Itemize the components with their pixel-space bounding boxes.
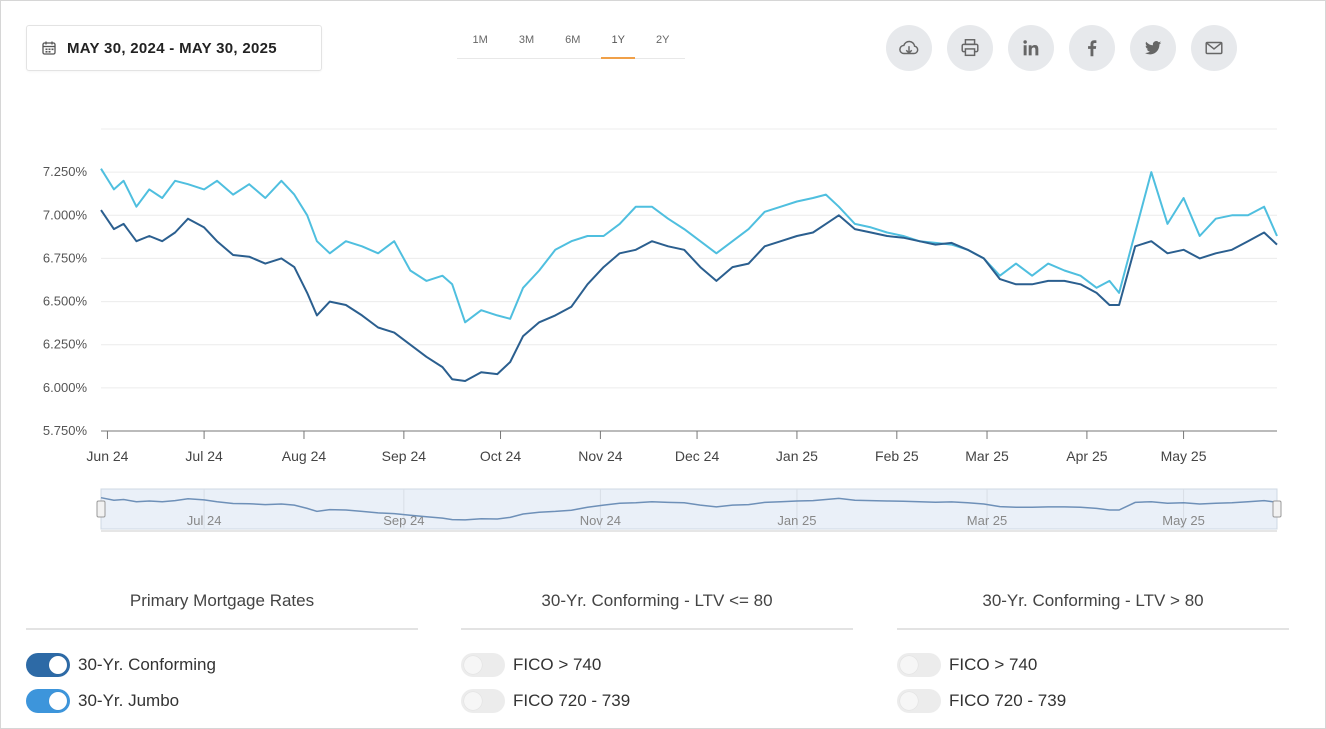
- date-range-picker[interactable]: MAY 30, 2024 - MAY 30, 2025: [26, 25, 322, 71]
- email-icon: [1205, 41, 1223, 55]
- toggle-label: FICO > 740: [513, 655, 602, 674]
- range-1y-tab[interactable]: 1Y: [601, 24, 636, 59]
- toggle-label: FICO 720 - 739: [513, 691, 631, 710]
- toggle-ltv-under-80-fico-720-739[interactable]: [461, 689, 505, 713]
- date-range-label: MAY 30, 2024 - MAY 30, 2025: [67, 39, 277, 57]
- cloud-download-icon: [899, 40, 919, 55]
- twitter-icon: [1144, 41, 1162, 55]
- linkedin-share-button[interactable]: [1008, 25, 1054, 71]
- download-button[interactable]: [886, 25, 932, 71]
- navigator-series-line: [100, 496, 1278, 521]
- legend-column-title: 30-Yr. Conforming - LTV <= 80: [461, 591, 853, 630]
- y-tick-label: 7.250%: [43, 164, 88, 179]
- toggle-knob: [464, 692, 482, 710]
- toggle-ltv-under-80-fico-740[interactable]: [461, 653, 505, 677]
- x-tick-label: Aug 24: [282, 448, 327, 464]
- legend-ltv-over-80: 30-Yr. Conforming - LTV > 80 FICO > 740 …: [897, 591, 1289, 719]
- toggle-knob: [900, 692, 918, 710]
- y-tick-label: 5.750%: [43, 423, 88, 438]
- navigator-handle-left: [96, 500, 106, 518]
- calendar-icon: [41, 40, 57, 56]
- series-line-conforming: [100, 209, 1278, 382]
- navigator-tick-label: Jan 25: [777, 513, 816, 528]
- x-tick-label: Jan 25: [776, 448, 818, 464]
- y-tick-label: 6.250%: [43, 337, 88, 352]
- y-tick-label: 6.500%: [43, 294, 88, 309]
- facebook-share-button[interactable]: [1069, 25, 1115, 71]
- y-tick-label: 7.000%: [43, 207, 88, 222]
- toggle-knob: [49, 656, 67, 674]
- navigator-tick-label: Nov 24: [580, 513, 621, 528]
- series-toggle-row-jumbo: 30-Yr. Jumbo: [26, 683, 418, 719]
- navigator-handle-right: [1272, 500, 1282, 518]
- toggle-30yr-conforming[interactable]: [26, 653, 70, 677]
- x-tick-label: Jul 24: [185, 448, 223, 464]
- toggle-label: 30-Yr. Jumbo: [78, 691, 180, 710]
- x-tick-label: May 25: [1161, 448, 1207, 464]
- x-tick-label: Mar 25: [965, 448, 1009, 464]
- navigator-tick-label: Jul 24: [187, 513, 222, 528]
- legend-ltv-under-80: 30-Yr. Conforming - LTV <= 80 FICO > 740…: [461, 591, 853, 719]
- legend-column-title: 30-Yr. Conforming - LTV > 80: [897, 591, 1289, 630]
- mortgage-rates-chart: 5.750% 6.000% 6.250% 6.500% 6.750% 7.000% 7.25…: [43, 128, 1282, 532]
- range-6m-tab[interactable]: 6M: [565, 33, 581, 46]
- navigator-tick-label: Mar 25: [967, 513, 1007, 528]
- range-selector: 1M 3M 6M 1Y 2Y: [457, 23, 685, 59]
- x-tick-label: Sep 24: [382, 448, 427, 464]
- series-toggle-row-conforming: 30-Yr. Conforming: [26, 647, 418, 683]
- legend-column-title: Primary Mortgage Rates: [26, 591, 418, 630]
- share-toolbar: [886, 25, 1237, 71]
- toggle-label: 30-Yr. Conforming: [78, 655, 216, 674]
- y-tick-label: 6.750%: [43, 250, 88, 265]
- range-3m-tab[interactable]: 3M: [518, 33, 535, 46]
- printer-icon: [961, 39, 979, 57]
- twitter-share-button[interactable]: [1130, 25, 1176, 71]
- navigator-tick-label: Sep 24: [383, 513, 424, 528]
- print-button[interactable]: [947, 25, 993, 71]
- x-tick-label: Oct 24: [480, 448, 521, 464]
- x-tick-label: Nov 24: [578, 448, 623, 464]
- toggle-ltv-over-80-fico-720-739[interactable]: [897, 689, 941, 713]
- x-tick-label: Feb 25: [875, 448, 919, 464]
- series-toggle-row: FICO 720 - 739: [461, 683, 853, 719]
- y-tick-label: 6.000%: [43, 380, 88, 395]
- series-line-jumbo: [100, 168, 1278, 324]
- legend-primary-mortgage-rates: Primary Mortgage Rates 30-Yr. Conforming…: [26, 591, 418, 719]
- toggle-label: FICO > 740: [949, 655, 1038, 674]
- linkedin-icon: [1023, 40, 1039, 56]
- facebook-icon: [1088, 40, 1097, 57]
- range-2y-tab[interactable]: 2Y: [655, 33, 670, 46]
- x-tick-label: Dec 24: [675, 448, 720, 464]
- toggle-knob: [49, 692, 67, 710]
- toggle-ltv-over-80-fico-740[interactable]: [897, 653, 941, 677]
- toggle-knob: [464, 656, 482, 674]
- series-toggle-row: FICO 720 - 739: [897, 683, 1289, 719]
- series-toggle-row: FICO > 740: [461, 647, 853, 683]
- navigator-tick-label: May 25: [1162, 513, 1205, 528]
- range-1m-tab[interactable]: 1M: [472, 33, 488, 46]
- email-share-button[interactable]: [1191, 25, 1237, 71]
- series-toggle-row: FICO > 740: [897, 647, 1289, 683]
- toggle-label: FICO 720 - 739: [949, 691, 1067, 710]
- toggle-30yr-jumbo[interactable]: [26, 689, 70, 713]
- x-tick-label: Jun 24: [86, 448, 128, 464]
- x-tick-label: Apr 25: [1066, 448, 1107, 464]
- toggle-knob: [900, 656, 918, 674]
